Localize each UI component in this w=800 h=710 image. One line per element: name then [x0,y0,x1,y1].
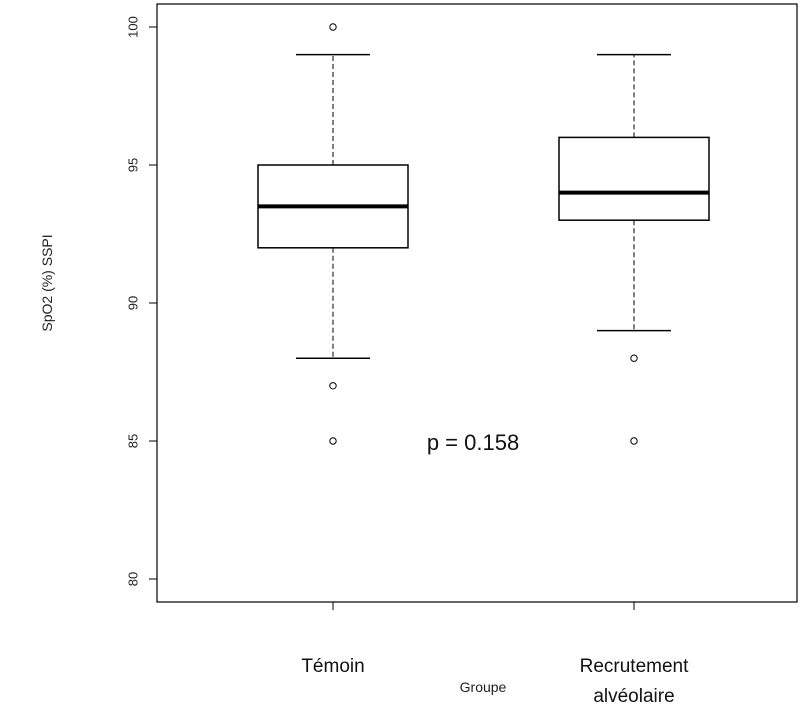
y-tick-label: 80 [126,572,141,586]
category-labels: Témoin Recrutement alvéolaire [301,656,689,707]
y-tick-label: 85 [126,434,141,448]
plot-frame [156,3,798,603]
outlier-point [630,437,638,445]
category-label: Témoin [301,656,364,677]
outlier-point [329,382,337,390]
y-tick-label: 90 [126,296,141,310]
y-ticks: 80 85 90 95 100 [126,16,157,586]
y-tick-label: 100 [126,16,141,38]
box-iqr [558,136,710,221]
outlier-point [329,437,337,445]
outlier-point [630,354,638,362]
boxes [257,23,710,445]
category-label: alvéolaire [593,686,674,707]
box-group [558,53,710,445]
x-ticks [332,602,635,610]
outlier-point [329,23,337,31]
y-axis-title: SpO2 (%) SSPI [39,234,55,331]
box-group [257,23,409,445]
y-tick-label: 95 [126,158,141,172]
category-label: Recrutement [580,656,689,677]
x-axis-title: Groupe [460,679,507,695]
p-value-annotation: p = 0.158 [427,430,519,455]
